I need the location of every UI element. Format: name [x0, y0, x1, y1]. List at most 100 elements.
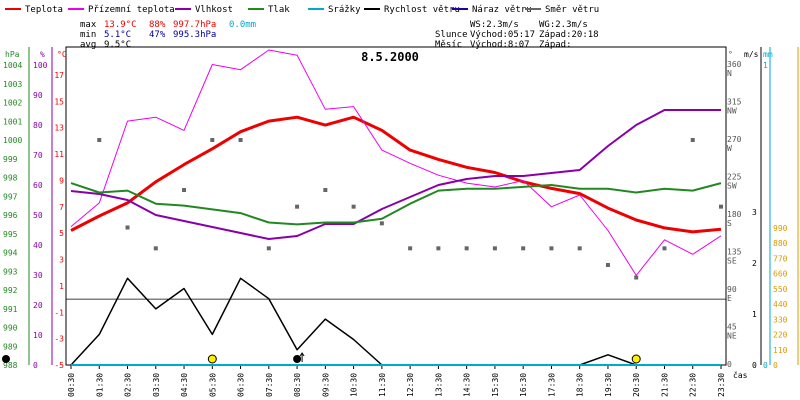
axis-pressure-tick: 991 — [3, 305, 18, 314]
stats-min-hum: 47% — [149, 30, 166, 40]
x-tick-label: 01:30 — [95, 373, 104, 397]
axis-humidity-tick: 10 — [33, 331, 43, 340]
stats-avg-temp: 9.5°C — [104, 40, 131, 50]
axis-pressure: hPa 1004 1003 1002 1001 1000 999 998 997 996 995 99… — [3, 47, 30, 370]
axis-direction-label: W — [727, 144, 732, 153]
stats-max-rain: 0.0mm — [229, 20, 256, 30]
wind-direction-point — [97, 138, 102, 142]
series-line-teplota — [70, 115, 722, 234]
info-sunrise: Východ:05:17 — [470, 30, 535, 40]
wind-direction-point — [634, 275, 639, 280]
axis-pressure-tick: 1002 — [3, 99, 22, 108]
marker-layer — [2, 352, 641, 364]
moonrise-arrow-head-icon — [299, 352, 305, 357]
x-tick-label: 19:30 — [604, 373, 613, 397]
x-tick-label: 15:30 — [491, 373, 500, 397]
wind-direction-point — [323, 188, 328, 192]
axis-wind: m/s 3 2 1 0 — [744, 47, 762, 370]
stats-min-press: 995.3hPa — [173, 30, 216, 40]
axis-direction-label: SW — [727, 182, 737, 191]
axis-temperature-tick: 7 — [59, 203, 64, 212]
axis-solar-tick: 660 — [773, 270, 788, 279]
x-tick-label: 23:30 — [717, 373, 726, 397]
stats-block: max 13.9°C 88% 997.7hPa 0.0mm min 5.1°C … — [80, 20, 256, 50]
axis-direction-label: NW — [727, 107, 737, 116]
wind-direction-point — [238, 138, 243, 142]
x-tick-label: 16:30 — [519, 373, 528, 397]
x-tick-label: 17:30 — [547, 373, 556, 397]
axis-direction-label: E — [727, 294, 732, 303]
plot-frame — [65, 46, 727, 366]
wind-direction-point — [436, 246, 441, 251]
axis-pressure-tick: 988 — [3, 361, 18, 370]
x-tick-label: 11:30 — [378, 373, 387, 397]
x-tick-label: 08:30 — [293, 373, 302, 397]
x-tick-label: 14:30 — [463, 373, 472, 397]
axis-humidity-tick: 50 — [33, 211, 43, 220]
axis-rain: mm 1 0 — [763, 47, 773, 370]
series-line-tlak — [70, 182, 722, 226]
axis-rain-tick: 0 — [763, 361, 768, 370]
axis-solar-tick: 990 — [773, 224, 788, 233]
axis-humidity-tick: 70 — [33, 151, 43, 160]
axis-solar-tick: 550 — [773, 285, 788, 294]
stats-min-label: min — [80, 30, 96, 40]
axis-solar-tick: 110 — [773, 346, 788, 355]
legend-label: Přízemní teplota — [88, 5, 175, 15]
x-axis-label: čas — [733, 370, 748, 380]
axis-direction-label: NE — [727, 332, 737, 341]
info-block: WS:2.3m/s WG:2.3m/s Slunce Východ:05:17 … — [435, 20, 599, 50]
x-tick-label: 03:30 — [152, 373, 161, 397]
axis-solar-tick: 330 — [773, 315, 788, 324]
x-tick-label: 22:30 — [689, 373, 698, 397]
axis-direction-tick: 45 — [727, 323, 737, 332]
axis-temperature-unit: °C — [57, 50, 67, 59]
info-sun-label: Slunce — [435, 30, 468, 40]
x-tick-label: 10:30 — [350, 373, 359, 397]
x-tick-label: 07:30 — [265, 373, 274, 397]
axis-x: 00:30 01:30 02:30 03:30 04:30 05:30 06:30 07:30… — [67, 365, 726, 397]
axis-direction-tick: 0 — [727, 360, 732, 369]
wind-direction-point — [521, 246, 526, 251]
axis-direction-tick: 270 — [727, 135, 742, 144]
legend-label: Srážky — [328, 5, 361, 15]
axis-humidity-tick: 60 — [33, 181, 43, 190]
x-tick-label: 13:30 — [434, 373, 443, 397]
axis-pressure-tick: 1000 — [3, 136, 22, 145]
axis-temperature-tick: 11 — [54, 150, 64, 159]
axis-direction-label: N — [727, 69, 732, 78]
stats-avg-label: avg — [80, 40, 96, 50]
sun-marker-icon — [631, 354, 641, 364]
axis-solar-tick: 880 — [773, 239, 788, 248]
axis-pressure-tick: 1003 — [3, 80, 22, 89]
x-tick-label: 18:30 — [576, 373, 585, 397]
legend-label: Směr větru — [545, 5, 599, 15]
axis-pressure-tick: 999 — [3, 155, 18, 164]
axis-direction-tick: 135 — [727, 248, 742, 257]
stats-max-press: 997.7hPa — [173, 20, 216, 30]
direction-layer — [97, 138, 723, 280]
x-tick-label: 00:30 — [67, 373, 76, 397]
stats-max-hum: 88% — [149, 20, 166, 30]
axis-pressure-tick: 1004 — [3, 61, 22, 70]
axis-direction-label: SE — [727, 257, 737, 266]
wind-direction-point — [549, 246, 554, 251]
legend-label: Vlhkost — [195, 5, 233, 15]
axis-direction-tick: 180 — [727, 210, 742, 219]
axis-pressure-unit: hPa — [5, 50, 20, 59]
axis-wind-tick: 1 — [752, 310, 757, 319]
axis-direction-label: S — [727, 219, 732, 228]
wind-direction-point — [351, 204, 356, 209]
axis-humidity-unit: % — [40, 50, 45, 59]
axis-temperature-tick: -1 — [54, 308, 64, 317]
axis-wind-unit: m/s — [744, 50, 759, 59]
moon-marker-icon — [293, 355, 302, 363]
wind-direction-point — [492, 246, 497, 251]
legend-label: Rychlost větru — [384, 5, 460, 15]
wind-direction-point — [605, 263, 610, 267]
axis-temperature-tick: -3 — [54, 335, 64, 344]
axis-solar-tick: 220 — [773, 331, 788, 340]
axis-rain-unit: mm — [763, 50, 773, 59]
